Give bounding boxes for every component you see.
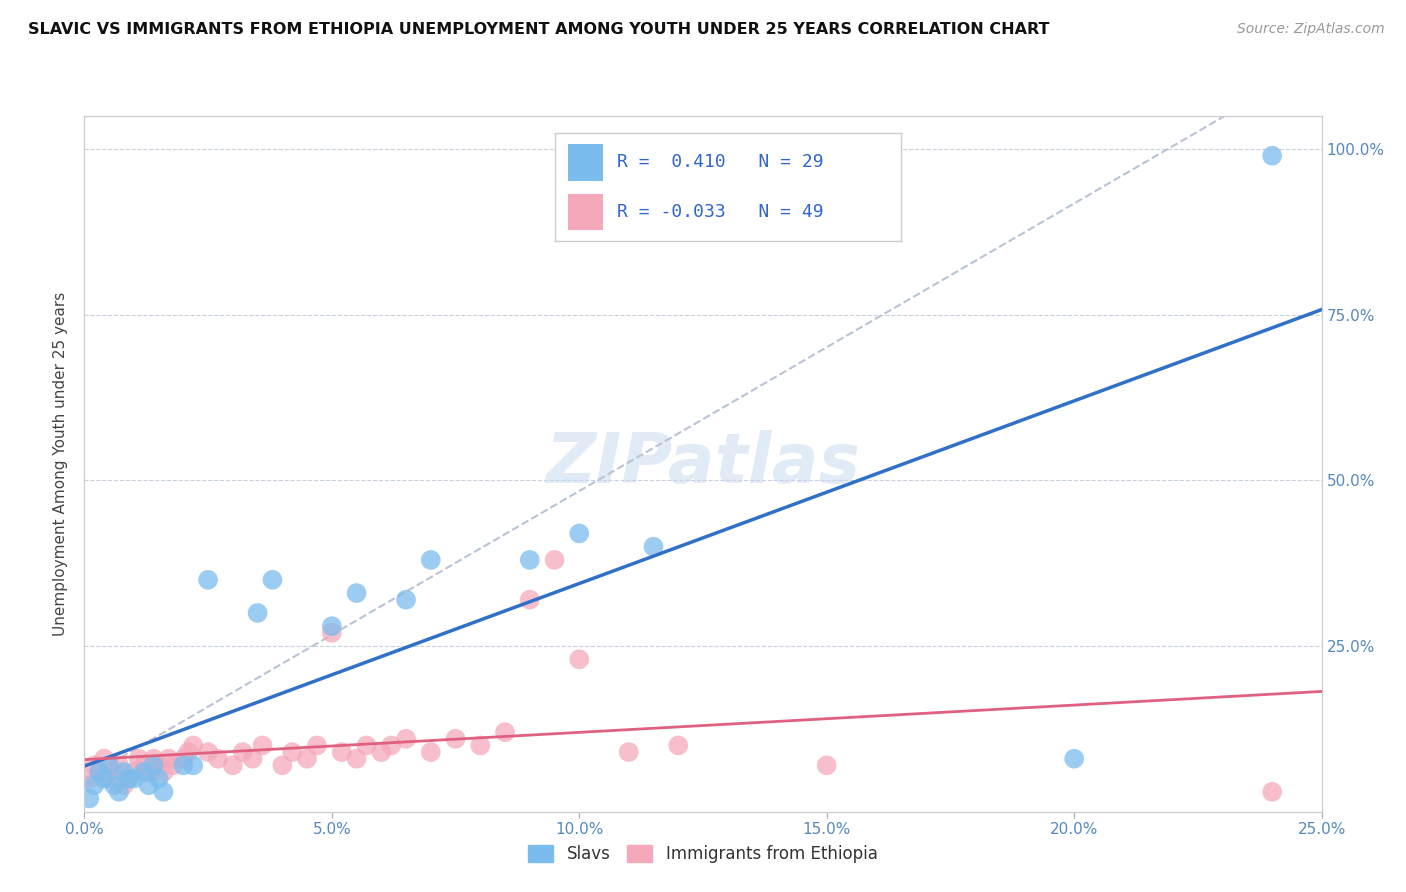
Point	[89, 764, 111, 779]
Point	[1261, 785, 1284, 799]
Point	[246, 606, 269, 620]
Point	[330, 745, 353, 759]
Point	[103, 764, 125, 779]
Point	[132, 764, 155, 779]
Point	[93, 772, 115, 786]
Point	[395, 731, 418, 746]
Point	[128, 752, 150, 766]
Point	[295, 752, 318, 766]
Point	[181, 739, 204, 753]
Point	[132, 758, 155, 772]
Point	[98, 772, 121, 786]
Point	[1063, 752, 1085, 766]
Point	[617, 745, 640, 759]
Point	[519, 553, 541, 567]
Point	[122, 764, 145, 779]
Point	[162, 758, 184, 772]
Point	[666, 739, 689, 753]
Point	[222, 758, 245, 772]
Point	[142, 758, 165, 772]
Point	[152, 785, 174, 799]
Point	[157, 752, 180, 766]
Point	[207, 752, 229, 766]
Point	[172, 752, 194, 766]
Point	[494, 725, 516, 739]
Point	[197, 573, 219, 587]
Point	[108, 758, 131, 772]
Point	[181, 758, 204, 772]
Point	[148, 758, 170, 772]
Point	[103, 778, 125, 792]
Point	[419, 745, 441, 759]
Point	[93, 752, 115, 766]
Y-axis label: Unemployment Among Youth under 25 years: Unemployment Among Youth under 25 years	[53, 292, 69, 636]
Point	[356, 739, 378, 753]
Point	[346, 752, 368, 766]
Point	[568, 652, 591, 666]
Point	[346, 586, 368, 600]
Point	[89, 764, 111, 779]
Point	[112, 778, 135, 792]
Point	[271, 758, 294, 772]
Point	[305, 739, 328, 753]
Point	[83, 758, 105, 772]
Point	[444, 731, 467, 746]
Point	[83, 778, 105, 792]
Point	[395, 592, 418, 607]
Point	[138, 778, 160, 792]
Point	[370, 745, 392, 759]
Legend: Slavs, Immigrants from Ethiopia: Slavs, Immigrants from Ethiopia	[522, 838, 884, 870]
Point	[138, 764, 160, 779]
Point	[148, 772, 170, 786]
Point	[142, 752, 165, 766]
Point	[380, 739, 402, 753]
Point	[543, 553, 565, 567]
Point	[470, 739, 492, 753]
Point	[321, 625, 343, 640]
Point	[1261, 149, 1284, 163]
Point	[242, 752, 264, 766]
Point	[172, 758, 194, 772]
Point	[118, 772, 141, 786]
Point	[112, 764, 135, 779]
Point	[98, 758, 121, 772]
Point	[79, 791, 101, 805]
Point	[152, 764, 174, 779]
Point	[643, 540, 665, 554]
Point	[321, 619, 343, 633]
Point	[419, 553, 441, 567]
Point	[568, 526, 591, 541]
Point	[232, 745, 254, 759]
Point	[197, 745, 219, 759]
Text: SLAVIC VS IMMIGRANTS FROM ETHIOPIA UNEMPLOYMENT AMONG YOUTH UNDER 25 YEARS CORRE: SLAVIC VS IMMIGRANTS FROM ETHIOPIA UNEMP…	[28, 22, 1050, 37]
Point	[815, 758, 838, 772]
Text: Source: ZipAtlas.com: Source: ZipAtlas.com	[1237, 22, 1385, 37]
Point	[118, 772, 141, 786]
Point	[281, 745, 304, 759]
Text: ZIPatlas: ZIPatlas	[546, 430, 860, 498]
Point	[262, 573, 284, 587]
Point	[177, 745, 200, 759]
Point	[108, 785, 131, 799]
Point	[79, 772, 101, 786]
Point	[122, 772, 145, 786]
Point	[252, 739, 274, 753]
Point	[519, 592, 541, 607]
